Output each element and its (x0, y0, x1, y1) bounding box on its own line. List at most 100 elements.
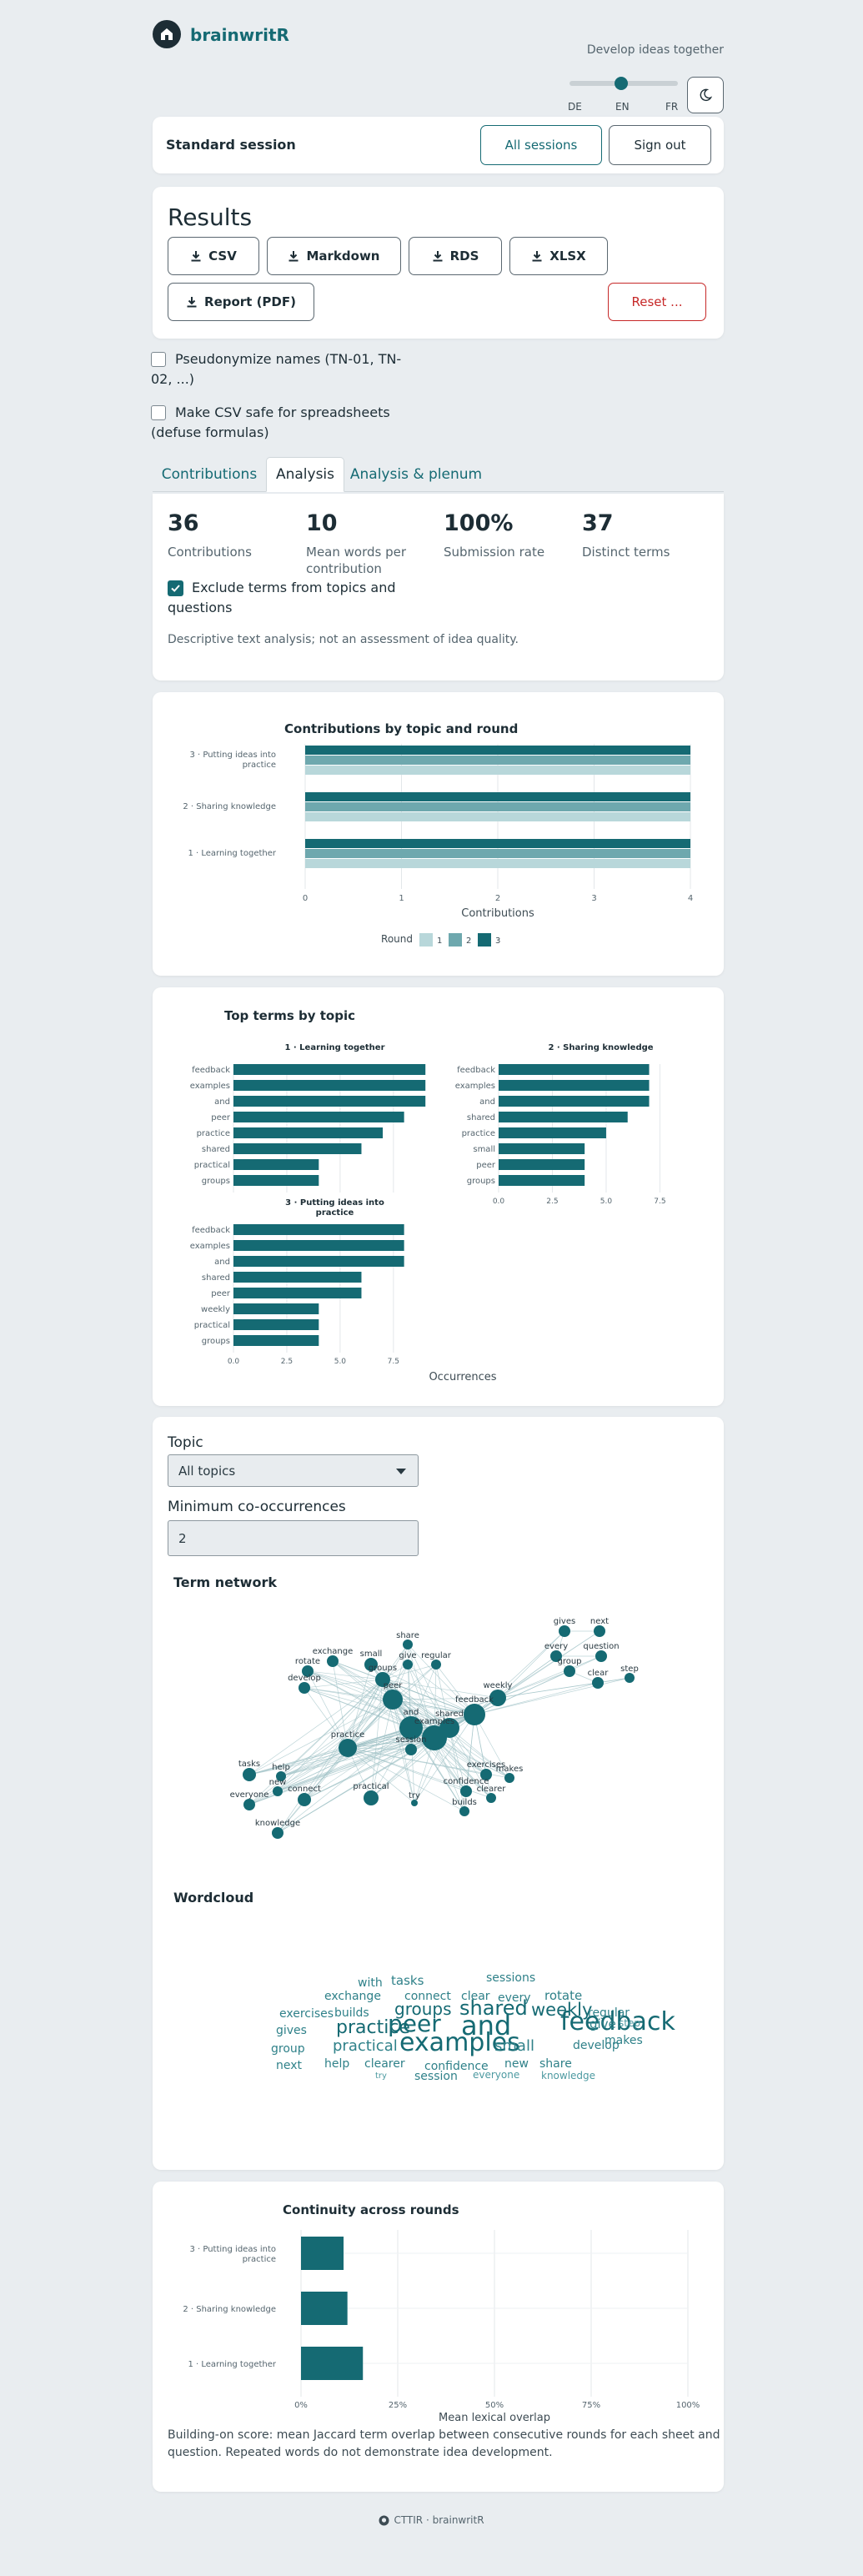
term-bar (233, 1240, 404, 1251)
wordcloud-word: practice (336, 2017, 410, 2038)
network-edge (304, 1687, 349, 1749)
wordcloud-word: tasks (391, 1973, 424, 1988)
github-icon[interactable] (379, 2515, 389, 2526)
language-fr[interactable]: FR (665, 101, 679, 113)
term-bar (233, 1080, 426, 1091)
term-bar (499, 1143, 585, 1154)
term-bar (499, 1175, 585, 1186)
network-edge (277, 1727, 450, 1792)
network-node-label: examples (414, 1717, 454, 1726)
pseudonymize-checkbox[interactable] (151, 352, 166, 367)
tab-analysis[interactable]: Analysis (266, 457, 344, 492)
term-label: peer (476, 1161, 496, 1170)
term-bar (233, 1224, 404, 1235)
app-tagline: Develop ideas together (586, 43, 724, 57)
wordcloud-word: shared (459, 1996, 528, 2020)
wordcloud-word: next (276, 2059, 303, 2072)
chart-title: Continuity across rounds (283, 2202, 459, 2217)
network-node (327, 1655, 339, 1667)
reset-button[interactable]: Reset ... (608, 283, 706, 321)
bar-round-3 (305, 839, 690, 848)
network-node (399, 1716, 423, 1740)
network-edge (407, 1664, 435, 1739)
term-label: and (214, 1258, 230, 1267)
language-de[interactable]: DE (568, 101, 582, 113)
results-heading: Results (168, 203, 253, 231)
csv-safe-checkbox[interactable] (151, 405, 166, 420)
wordcloud-word: small (494, 2037, 534, 2055)
x-tick-label: 5.0 (600, 1198, 613, 1206)
continuity-chart-card (153, 2182, 724, 2492)
network-node (439, 1718, 459, 1738)
term-label: examples (190, 1242, 230, 1251)
network-edge (332, 1660, 384, 1680)
network-node (302, 1665, 314, 1677)
sign-out-button[interactable]: Sign out (609, 125, 711, 165)
network-node (403, 1660, 413, 1670)
export-rds-label: RDS (449, 249, 479, 264)
x-tick-label: 7.5 (388, 1358, 399, 1366)
exclude-terms-checkbox[interactable] (168, 580, 183, 596)
term-label: feedback (457, 1066, 495, 1075)
topic-select-value: All topics (178, 1463, 236, 1479)
language-slider-thumb[interactable] (615, 77, 628, 90)
network-edge (248, 1699, 394, 1805)
export-xlsx-button[interactable]: XLSX (509, 237, 608, 275)
term-bar (233, 1272, 362, 1283)
network-node-label: knowledge (255, 1819, 300, 1828)
term-bar (499, 1096, 650, 1107)
network-node-label: groups (369, 1664, 397, 1673)
csv-safe-label-line1: Make CSV safe for spreadsheets (175, 404, 390, 420)
term-label: shared (202, 1145, 230, 1154)
network-node-label: share (396, 1631, 419, 1640)
min-cooccurrence-input[interactable]: 2 (168, 1520, 419, 1556)
topic-select[interactable]: All topics (168, 1454, 419, 1487)
y-tick-label: 1 · Learning together (188, 849, 276, 858)
app-name[interactable]: brainwritR (190, 25, 289, 45)
wordcloud-word: with (358, 1976, 383, 1990)
wordcloud-word: gives (276, 2024, 307, 2037)
y-tick-label: practice (243, 2255, 276, 2264)
export-pdf-button[interactable]: Report (PDF) (168, 283, 314, 321)
network-edge (370, 1679, 384, 1799)
wordcloud-word: practical (333, 2037, 398, 2055)
app-logo[interactable] (153, 20, 181, 48)
network-node-label: every (544, 1642, 568, 1651)
bar-round-2 (305, 756, 690, 765)
pseudonymize-label-line1: Pseudonymize names (TN-01, TN- (175, 351, 402, 367)
network-node-label: shared (435, 1710, 464, 1719)
term-bar (233, 1064, 426, 1075)
network-node (411, 1800, 418, 1806)
y-tick-label: 1 · Learning together (188, 2360, 276, 2369)
all-sessions-button[interactable]: All sessions (480, 125, 602, 165)
network-node-label: practice (331, 1730, 364, 1740)
dark-mode-button[interactable] (687, 77, 724, 113)
bar-round-1 (305, 859, 690, 868)
export-csv-button[interactable]: CSV (168, 237, 259, 275)
export-markdown-button[interactable]: Markdown (267, 237, 401, 275)
network-edge (474, 1677, 630, 1715)
legend-swatch (419, 933, 433, 947)
term-label: shared (467, 1113, 495, 1122)
network-edge (304, 1679, 384, 1800)
export-rds-button[interactable]: RDS (409, 237, 502, 275)
language-en[interactable]: EN (615, 101, 630, 113)
tab-contributions[interactable]: Contributions (161, 466, 258, 483)
network-edge (304, 1687, 394, 1700)
x-tick-label: 2.5 (281, 1358, 293, 1366)
network-node-label: new (269, 1778, 287, 1787)
download-icon (289, 251, 299, 262)
network-edge (332, 1660, 349, 1749)
wordcloud-word: weekly (531, 2000, 592, 2020)
wordcloud-word: connect (404, 1990, 451, 2003)
export-csv-label: CSV (208, 249, 237, 264)
network-node (592, 1677, 604, 1689)
network-node-label: peer (384, 1681, 404, 1690)
contributions-chart: Contributions by topic and round 0 1 2 3 4 3 ·… (183, 721, 693, 947)
network-node (594, 1625, 605, 1637)
network-edge (280, 1699, 394, 1777)
wordcloud-word: groups (394, 1999, 452, 2019)
network-edge (434, 1737, 510, 1779)
network-edge (277, 1747, 349, 1834)
tab-analysis-plenum[interactable]: Analysis & plenum (349, 466, 483, 483)
